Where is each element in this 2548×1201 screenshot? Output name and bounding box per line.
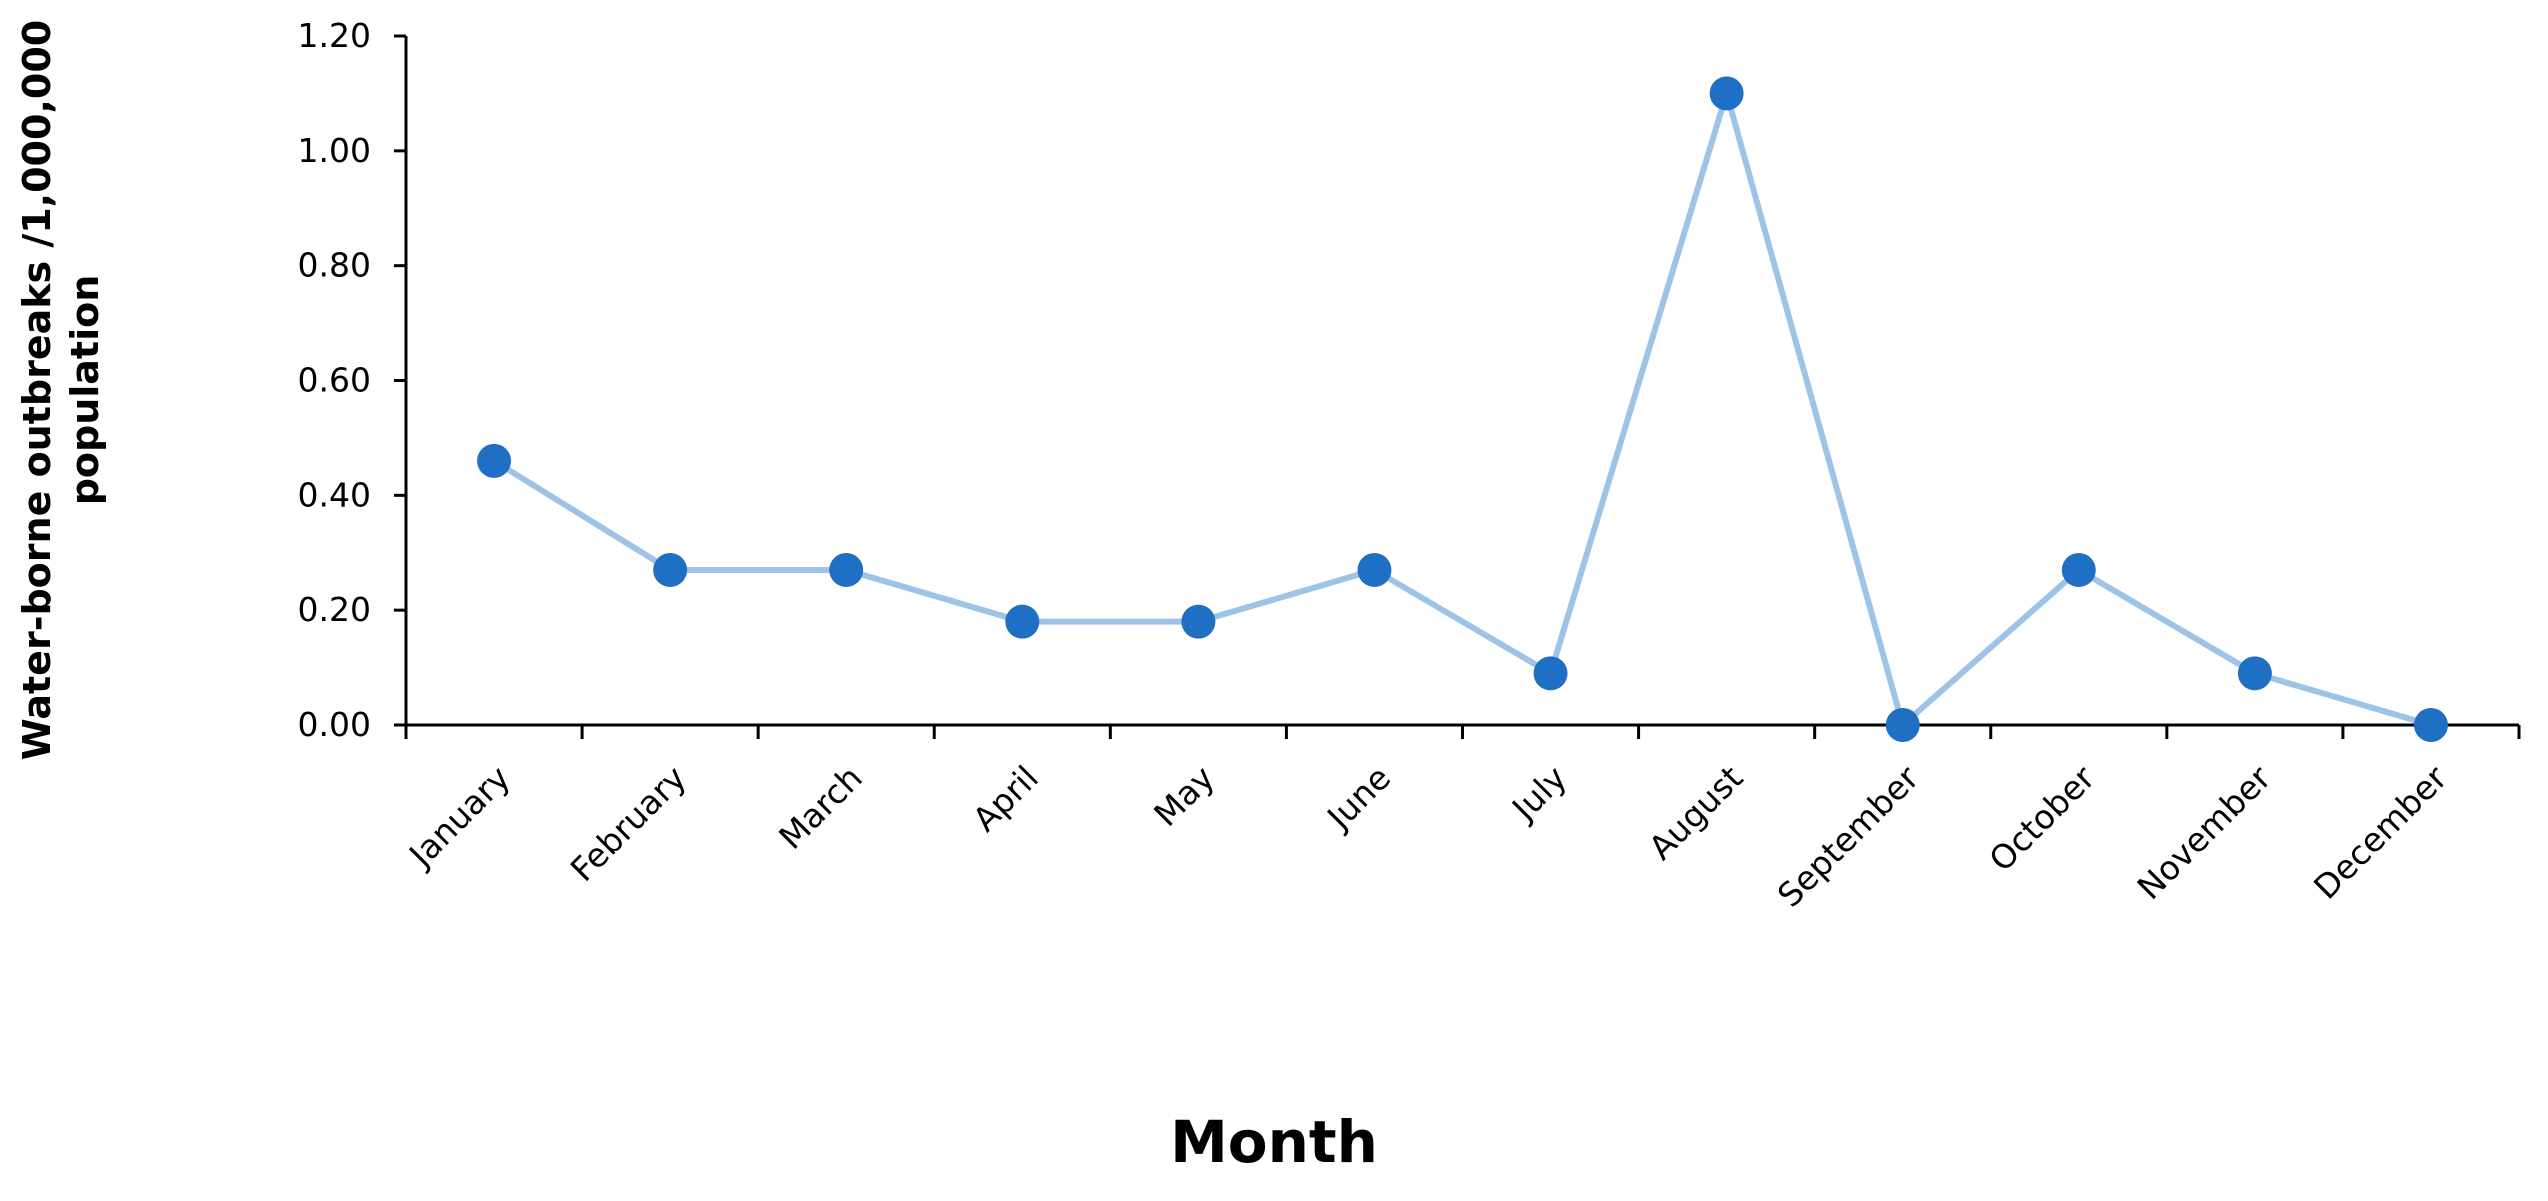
x-tick-label: January — [400, 758, 517, 875]
data-point — [1181, 604, 1216, 639]
y-axis-title: Water-borne outbreaks /1,000,000 — [15, 20, 59, 760]
y-axis-title: population — [63, 275, 107, 506]
x-tick-label: August — [1641, 758, 1750, 867]
y-tick-label: 0.60 — [298, 361, 371, 400]
data-point — [2413, 708, 2448, 742]
x-tick-label: May — [1146, 758, 1222, 834]
x-tick-label: October — [1981, 758, 2102, 879]
data-point — [1357, 552, 1392, 587]
y-tick-label: 0.80 — [298, 246, 371, 285]
data-point — [653, 552, 688, 587]
y-tick-label: 1.20 — [298, 16, 371, 55]
data-point — [477, 443, 512, 478]
x-tick-label: February — [563, 758, 694, 889]
x-tick-label: December — [2306, 758, 2455, 907]
x-tick-label: April — [965, 758, 1046, 839]
data-point — [1709, 76, 1744, 111]
y-tick-label: 0.00 — [298, 705, 371, 744]
y-tick-label: 1.00 — [298, 131, 371, 170]
data-point — [1005, 604, 1040, 639]
y-tick-label: 0.20 — [298, 590, 371, 629]
x-tick-label: September — [1770, 758, 1927, 915]
data-point — [1533, 656, 1568, 691]
x-tick-label: June — [1318, 758, 1398, 838]
data-point — [1885, 708, 1920, 742]
data-point — [2237, 656, 2272, 691]
x-axis-title: Month — [1170, 1108, 1378, 1176]
y-tick-label: 0.40 — [298, 475, 371, 514]
series-line — [492, 82, 2432, 731]
x-tick-label: November — [2130, 758, 2279, 907]
data-point — [2061, 552, 2096, 587]
x-tick-label: July — [1503, 758, 1574, 829]
x-tick-label: March — [771, 758, 870, 857]
data-point — [829, 552, 864, 587]
